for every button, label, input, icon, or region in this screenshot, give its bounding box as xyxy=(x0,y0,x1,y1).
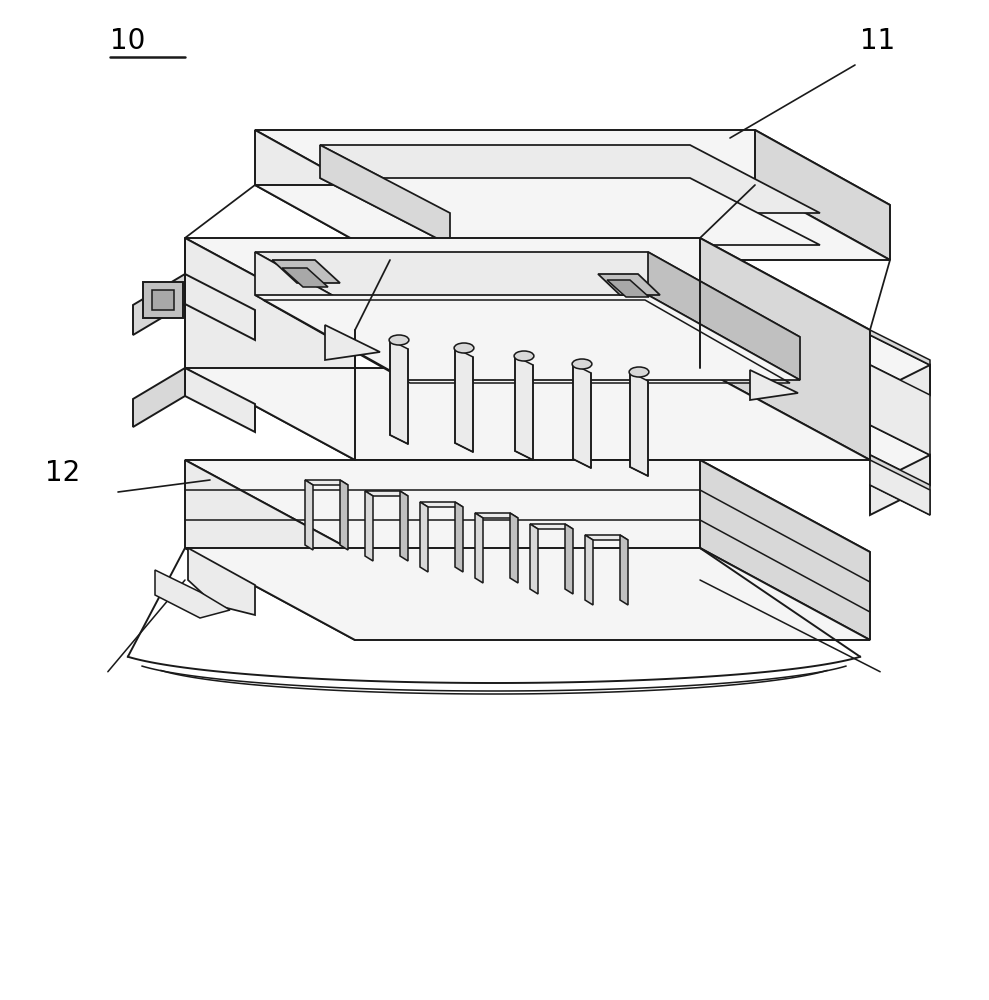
Polygon shape xyxy=(320,178,820,245)
Ellipse shape xyxy=(454,343,474,353)
Polygon shape xyxy=(185,274,255,340)
Text: 12: 12 xyxy=(45,459,80,487)
Polygon shape xyxy=(870,330,930,365)
Text: 10: 10 xyxy=(110,27,145,55)
Polygon shape xyxy=(255,252,800,337)
Polygon shape xyxy=(420,502,428,572)
Polygon shape xyxy=(255,130,890,205)
Polygon shape xyxy=(325,325,380,360)
Polygon shape xyxy=(870,425,930,485)
Polygon shape xyxy=(188,548,255,615)
Polygon shape xyxy=(255,185,890,260)
Polygon shape xyxy=(455,348,473,452)
Polygon shape xyxy=(573,364,591,468)
Polygon shape xyxy=(755,130,890,260)
Text: 11: 11 xyxy=(860,27,895,55)
Polygon shape xyxy=(185,460,870,552)
Polygon shape xyxy=(530,524,573,529)
Polygon shape xyxy=(320,145,820,213)
Ellipse shape xyxy=(572,359,591,369)
Polygon shape xyxy=(700,238,870,460)
Polygon shape xyxy=(305,480,313,550)
Polygon shape xyxy=(700,460,870,640)
Polygon shape xyxy=(305,480,348,485)
Polygon shape xyxy=(530,524,538,594)
Polygon shape xyxy=(255,295,800,380)
Polygon shape xyxy=(870,460,930,515)
Polygon shape xyxy=(750,370,798,400)
Polygon shape xyxy=(870,335,930,395)
Polygon shape xyxy=(390,340,408,444)
Polygon shape xyxy=(185,238,870,330)
Polygon shape xyxy=(648,252,800,380)
Polygon shape xyxy=(515,356,533,460)
Polygon shape xyxy=(133,274,185,335)
Polygon shape xyxy=(475,513,483,583)
Polygon shape xyxy=(565,524,573,594)
Polygon shape xyxy=(870,365,930,455)
Polygon shape xyxy=(185,548,870,640)
Polygon shape xyxy=(585,535,628,540)
Polygon shape xyxy=(620,535,628,605)
Ellipse shape xyxy=(389,335,408,345)
Polygon shape xyxy=(320,145,450,245)
Polygon shape xyxy=(870,455,930,515)
Polygon shape xyxy=(255,252,407,380)
Polygon shape xyxy=(152,290,174,310)
Polygon shape xyxy=(185,238,355,460)
Polygon shape xyxy=(133,368,185,427)
Polygon shape xyxy=(630,372,648,476)
Polygon shape xyxy=(607,280,649,297)
Polygon shape xyxy=(870,455,930,515)
Polygon shape xyxy=(185,368,255,432)
Ellipse shape xyxy=(514,351,534,361)
Polygon shape xyxy=(585,535,593,605)
Polygon shape xyxy=(282,268,328,287)
Polygon shape xyxy=(598,274,660,295)
Polygon shape xyxy=(185,460,355,640)
Polygon shape xyxy=(455,502,463,572)
Polygon shape xyxy=(255,130,390,260)
Polygon shape xyxy=(272,260,340,283)
Polygon shape xyxy=(870,365,930,425)
Polygon shape xyxy=(155,570,230,618)
Ellipse shape xyxy=(629,367,649,377)
Polygon shape xyxy=(365,491,373,561)
Polygon shape xyxy=(365,491,408,496)
Polygon shape xyxy=(400,491,408,561)
Polygon shape xyxy=(143,282,183,318)
Polygon shape xyxy=(420,502,463,507)
Polygon shape xyxy=(340,480,348,550)
Polygon shape xyxy=(475,513,518,518)
Polygon shape xyxy=(185,368,870,460)
Polygon shape xyxy=(510,513,518,583)
